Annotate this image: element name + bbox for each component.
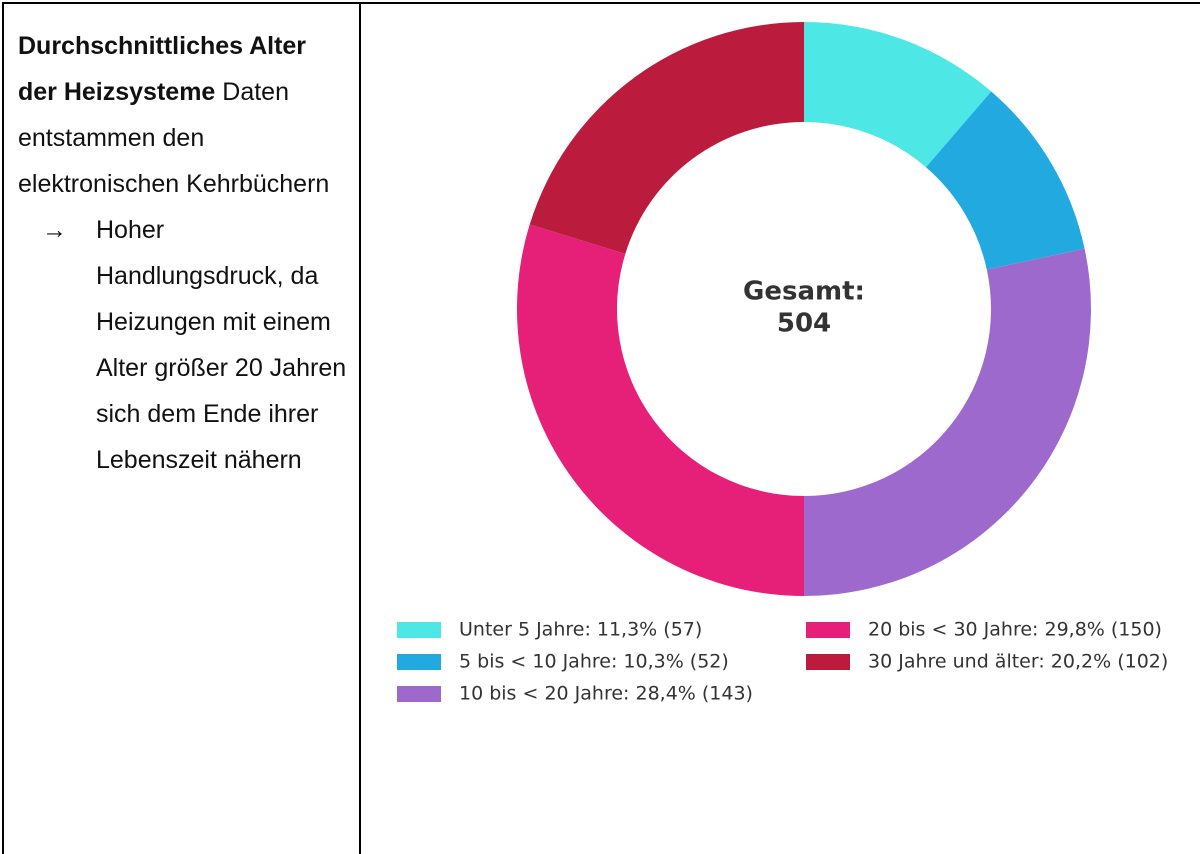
text-cell: Durchschnittliches Alter der Heizsysteme… bbox=[2, 2, 361, 854]
donut-segment bbox=[529, 22, 804, 254]
donut-segment bbox=[804, 248, 1092, 596]
legend-label: Unter 5 Jahre: 11,3% (57) bbox=[459, 619, 702, 641]
legend-swatch bbox=[397, 654, 441, 670]
list-item: → Hoher Handlungsdruck, da Heizungen mit… bbox=[42, 207, 351, 483]
legend-swatch bbox=[397, 686, 441, 702]
center-label: Gesamt: bbox=[743, 277, 865, 307]
description: Daten entstammen den elektronischen Kehr… bbox=[18, 78, 330, 198]
legend-label: 20 bis < 30 Jahre: 29,8% (150) bbox=[868, 619, 1162, 641]
donut-segment bbox=[517, 224, 804, 596]
legend-swatch bbox=[806, 654, 850, 670]
legend-label: 10 bis < 20 Jahre: 28,4% (143) bbox=[459, 683, 753, 705]
legend-swatch bbox=[397, 622, 441, 638]
donut-segment bbox=[804, 22, 992, 168]
point: Hoher Handlungsdruck, da Heizungen mit e… bbox=[96, 216, 347, 474]
legend-swatch bbox=[806, 622, 850, 638]
donut-segment bbox=[925, 91, 1085, 270]
border bbox=[361, 2, 1200, 4]
title: Durchschnittliches Alter der Heizsysteme bbox=[18, 32, 307, 106]
center-total: 504 bbox=[777, 309, 831, 339]
legend-label: 30 Jahre und älter: 20,2% (102) bbox=[868, 651, 1168, 673]
legend-label: 5 bis < 10 Jahre: 10,3% (52) bbox=[459, 651, 729, 673]
bullet: → bbox=[42, 216, 67, 244]
